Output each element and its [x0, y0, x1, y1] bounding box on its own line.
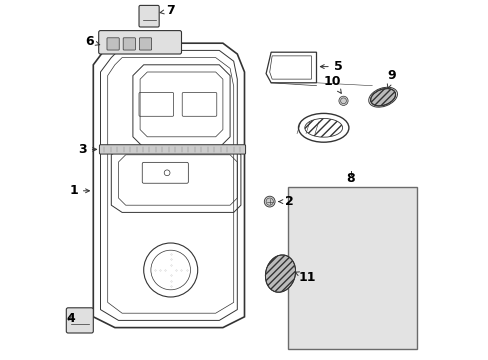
Text: 7: 7 — [160, 4, 175, 17]
FancyBboxPatch shape — [123, 38, 135, 50]
Circle shape — [264, 196, 275, 207]
FancyBboxPatch shape — [66, 308, 93, 333]
Text: 6: 6 — [85, 35, 100, 48]
Text: 11: 11 — [295, 271, 316, 284]
Text: 4: 4 — [66, 312, 75, 325]
Text: 2: 2 — [278, 195, 293, 208]
Ellipse shape — [370, 89, 395, 106]
FancyBboxPatch shape — [99, 31, 181, 54]
Text: 8: 8 — [346, 172, 354, 185]
Text: 10: 10 — [323, 75, 341, 93]
Text: 5: 5 — [320, 60, 342, 73]
Text: 3: 3 — [78, 143, 97, 156]
FancyBboxPatch shape — [107, 38, 119, 50]
Ellipse shape — [265, 255, 295, 292]
FancyBboxPatch shape — [99, 145, 245, 154]
FancyBboxPatch shape — [139, 5, 159, 27]
FancyBboxPatch shape — [139, 38, 151, 50]
Text: 1: 1 — [69, 184, 89, 197]
Circle shape — [338, 96, 347, 105]
Text: 9: 9 — [386, 69, 396, 88]
Bar — [287, 187, 416, 349]
